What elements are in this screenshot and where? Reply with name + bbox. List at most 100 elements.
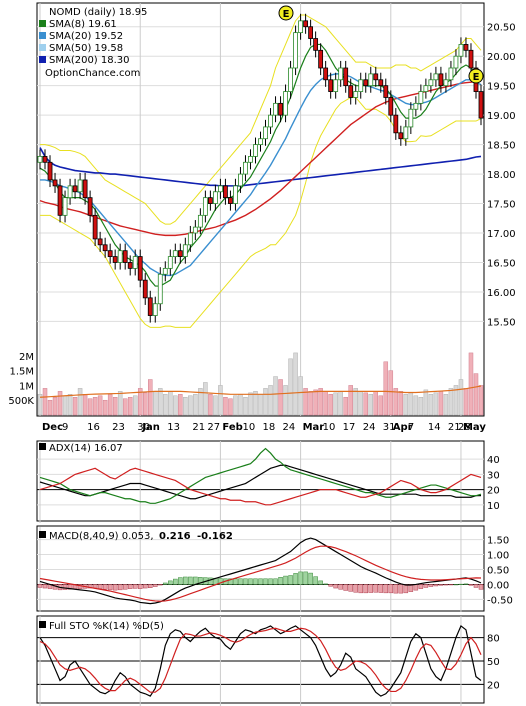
- price-tick-label: 19.00: [487, 111, 516, 122]
- volume-bar: [443, 394, 449, 416]
- date-tick-label: Feb: [222, 422, 242, 433]
- volume-bar: [137, 388, 143, 416]
- volume-bar: [428, 394, 434, 416]
- macd-histogram-bar: [293, 573, 298, 585]
- macd-legend: MACD(8,40,9) 0.053, 0.216 -0.162: [39, 531, 233, 542]
- candle: [67, 185, 73, 199]
- price-tick-label: 17.50: [487, 200, 516, 211]
- volume-bar: [87, 398, 93, 416]
- volume-bar: [463, 388, 469, 416]
- upper-band-line: [40, 14, 482, 225]
- volume-bar: [398, 391, 404, 416]
- candle: [238, 173, 243, 187]
- macd-label: MACD(8,40,9) 0.053,: [49, 531, 154, 542]
- macd-histogram-bar: [243, 578, 248, 585]
- candle: [468, 49, 474, 69]
- sto-title: Full STO %K(14) %D(5): [49, 621, 164, 632]
- date-tick-label: 16: [87, 422, 100, 433]
- volume-bar: [122, 398, 128, 416]
- date-tick-label: 13: [167, 422, 180, 433]
- legend-sma200: SMA(200) 18.30: [49, 55, 130, 66]
- sto-legend: Full STO %K(14) %D(5): [39, 621, 164, 632]
- candle: [423, 85, 429, 92]
- candle: [408, 108, 414, 128]
- volume-bar: [388, 370, 394, 416]
- adx-legend-swatch: [39, 443, 46, 450]
- candle: [228, 197, 233, 204]
- candle: [293, 32, 298, 69]
- volume-bar: [67, 394, 73, 416]
- series-line: [39, 545, 482, 602]
- volume-bar: [238, 394, 243, 416]
- macd-axis: 1.50 1.00 0.50 0.00 -0.50: [487, 536, 513, 607]
- date-tick-label: Dec: [42, 422, 63, 433]
- macd-histogram-bar: [328, 584, 333, 587]
- macd-histogram-bar: [308, 572, 313, 585]
- volume-bar: [303, 388, 308, 416]
- volume-bar: [72, 397, 78, 416]
- macd-histogram-bar: [433, 584, 439, 587]
- candle: [52, 179, 58, 187]
- macd-histogram-bar: [323, 583, 328, 585]
- volume-bar: [333, 392, 338, 416]
- candle: [152, 303, 158, 316]
- volume-bar: [208, 394, 213, 416]
- volume-bar: [117, 391, 123, 416]
- candle: [268, 114, 273, 128]
- price-tick-label: 15.50: [487, 317, 516, 328]
- sma20-line: [40, 73, 482, 277]
- volume-bar: [253, 391, 258, 416]
- macd-histogram-bar: [353, 584, 358, 593]
- macd-histogram-bar: [428, 584, 434, 587]
- date-tick-label: 18: [263, 422, 276, 433]
- macd-histogram-bar: [263, 578, 268, 585]
- volume-tick-label: 1M: [19, 381, 34, 392]
- macd-histogram-bar: [62, 584, 68, 590]
- volume-bar: [323, 391, 328, 416]
- volume-bar: [408, 392, 414, 416]
- candle: [273, 102, 278, 116]
- volume-bar: [218, 385, 223, 416]
- candle: [323, 67, 329, 81]
- date-tick-label: 21: [448, 422, 461, 433]
- volume-bar: [132, 395, 138, 416]
- volume-tick-label: 1.5M: [9, 367, 34, 378]
- adx-axis: 40 30 20 10: [487, 455, 500, 512]
- candle: [278, 102, 283, 116]
- date-tick-label: 28: [458, 422, 471, 433]
- candle: [478, 91, 484, 119]
- candle: [463, 44, 469, 51]
- volume-bar: [228, 398, 233, 416]
- macd-histogram-bar: [283, 575, 288, 585]
- adx-legend: ADX(14) 16.07: [39, 443, 123, 454]
- candle: [433, 73, 439, 81]
- date-tick-label: 24: [363, 422, 376, 433]
- candle: [353, 91, 359, 98]
- series-line: [39, 467, 482, 506]
- volume-bar: [293, 352, 298, 416]
- candle: [443, 79, 449, 87]
- lower-band-line: [40, 96, 482, 328]
- macd-histogram-bar: [333, 584, 338, 589]
- candle: [388, 97, 394, 116]
- candle: [343, 67, 349, 87]
- legend-sma8: SMA(8) 19.61: [49, 19, 117, 30]
- macd-histogram-bar: [233, 578, 238, 585]
- macd-histogram-bar: [313, 576, 318, 585]
- volume-bar: [243, 397, 248, 416]
- candle: [223, 185, 228, 199]
- macd-histogram-bar: [443, 584, 449, 586]
- candle: [102, 244, 108, 252]
- candle: [288, 67, 293, 92]
- date-tick-label: 27: [207, 422, 220, 433]
- candle: [398, 132, 404, 140]
- candle: [283, 91, 288, 116]
- candle: [403, 126, 409, 140]
- candle: [453, 55, 459, 69]
- volume-bar: [453, 385, 459, 416]
- sto-grid: [37, 616, 484, 706]
- price-title: NOMD (daily) 18.95: [49, 7, 147, 18]
- macd-histogram-bar: [458, 583, 464, 585]
- candle: [318, 49, 324, 69]
- date-tick-label: 17: [343, 422, 356, 433]
